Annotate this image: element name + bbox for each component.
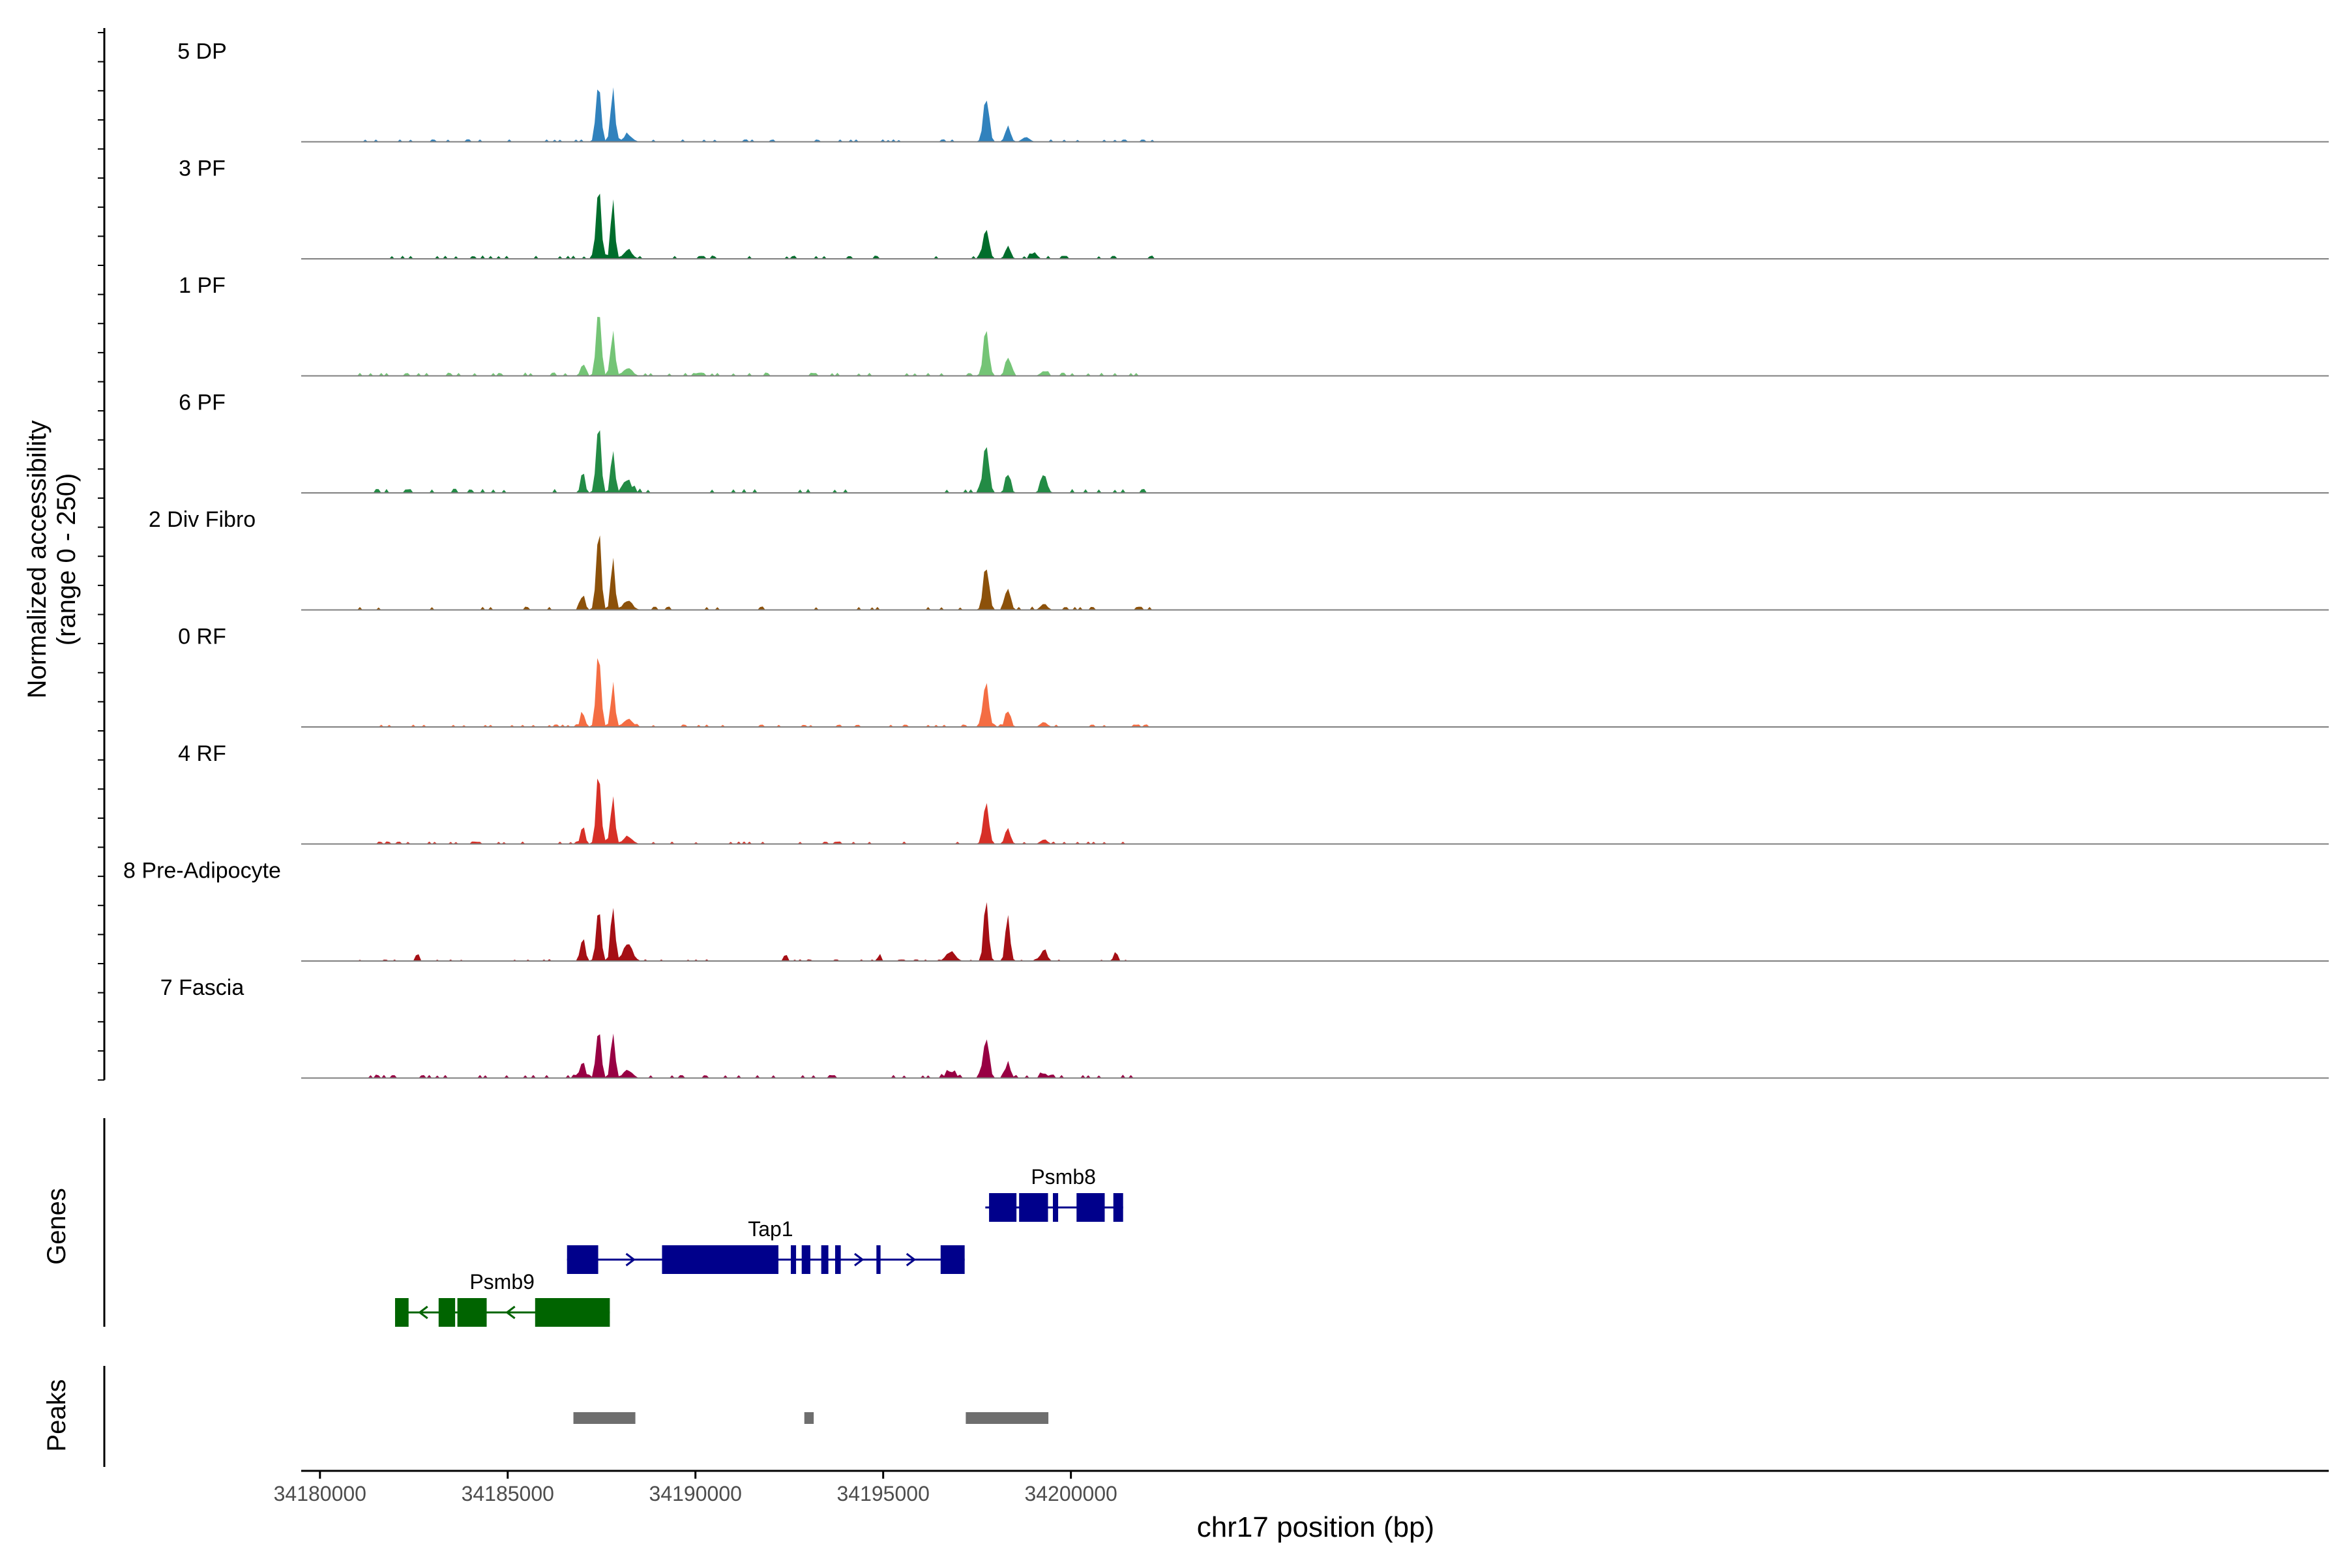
gene-exon [535,1298,610,1327]
gene-exon [834,1245,841,1274]
strand-arrow [906,1252,917,1267]
gene-label: Psmb9 [469,1270,535,1294]
y-axis-title-line2: (range 0 - 250) [52,473,81,646]
track-7-fascia: 7 Fascia [160,975,2329,1079]
accessibility-tracks: 5 DP 3 PF 1 PF 6 PF 2 Div Fibro 0 RF 4 RF 8 Pre… [98,28,2329,1081]
strand-arrow [625,1252,636,1267]
strand-arrow [418,1305,428,1320]
x-axis: 34180000 34185000 34190000 34195000 34200000 [274,1470,2329,1505]
coverage-area [301,535,2329,610]
track-label: 3 PF [179,156,226,181]
x-tick-label: 34185000 [462,1482,554,1505]
gene-exon [989,1193,1017,1222]
gene-exon [662,1245,779,1274]
coverage-area [301,87,2329,142]
track-1-pf: 1 PF [179,273,2329,377]
x-tick-label: 34200000 [1024,1482,1117,1505]
track-6-pf: 6 PF [179,391,2329,494]
coverage-area [301,194,2329,259]
strand-arrow [854,1252,864,1267]
coverage-area [301,658,2329,727]
peak-annotation-panel [103,1366,1049,1467]
x-tick-label: 34180000 [274,1482,366,1505]
gene-exon [791,1245,797,1274]
track-label: 0 RF [178,625,226,649]
peak-region [573,1412,636,1424]
gene-exon [1113,1193,1123,1222]
genes-panel-title: Genes [42,1188,71,1265]
track-label: 2 Div Fibro [149,507,256,532]
gene-annotation-panel: Psmb8 Tap1 Psmb9 [103,1118,1123,1327]
gene-exon [394,1298,409,1327]
track-label: 1 PF [179,273,226,298]
track-4-rf: 4 RF [178,741,2329,845]
track-3-pf: 3 PF [179,156,2329,259]
gene-psmb8: Psmb8 [985,1165,1123,1222]
track-label: 5 DP [177,39,227,64]
gene-exon [438,1298,456,1327]
gene-psmb9: Psmb9 [394,1270,610,1327]
gene-exon [1076,1193,1105,1222]
gene-exon [567,1245,598,1274]
peak-region [804,1412,814,1424]
gene-exon [876,1245,881,1274]
track-label: 6 PF [179,391,226,415]
track-label: 4 RF [178,741,226,766]
gene-exon [940,1245,965,1274]
track-0-rf: 0 RF [178,625,2329,728]
track-label: 7 Fascia [160,975,244,1000]
coverage-area [301,902,2329,961]
coverage-area [301,778,2329,844]
coverage-area [301,317,2329,376]
gene-exon [821,1245,829,1274]
track-5-dp: 5 DP [177,39,2329,143]
x-axis-title: chr17 position (bp) [1197,1511,1434,1543]
gene-exon [1019,1193,1048,1222]
gene-exon [801,1245,810,1274]
x-tick-label: 34190000 [649,1482,742,1505]
track-2-div-fibro: 2 Div Fibro [149,507,2329,611]
peak-region [966,1412,1049,1424]
x-tick-label: 34195000 [836,1482,929,1505]
track-8-pre-adipocyte: 8 Pre-Adipocyte [123,859,2329,962]
gene-tap1: Tap1 [567,1217,965,1274]
peaks-panel-title: Peaks [42,1379,71,1451]
gene-exon [1053,1193,1059,1222]
gene-label: Psmb8 [1031,1165,1096,1189]
y-axis-title-line1: Normalized accessibility [23,421,52,699]
track-label: 8 Pre-Adipocyte [123,859,281,883]
gene-label: Tap1 [748,1217,793,1241]
coverage-area [301,430,2329,493]
strand-arrow [505,1305,516,1320]
gene-exon [457,1298,487,1327]
coverage-area [301,1033,2329,1078]
